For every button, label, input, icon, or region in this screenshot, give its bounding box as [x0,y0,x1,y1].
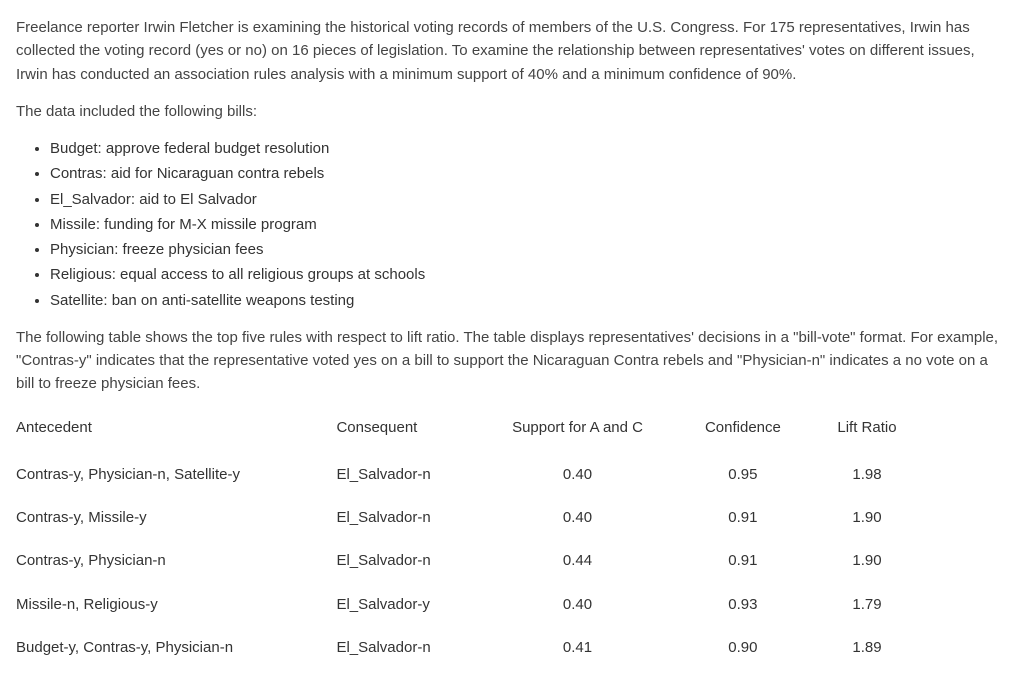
table-cell: 0.44 [481,539,688,582]
table-cell: 0.40 [481,496,688,539]
table-cell: 1.79 [812,583,936,626]
table-row: Contras-y, Physician-nEl_Salvador-n0.440… [16,539,936,582]
table-cell: Budget-y, Contras-y, Physician-n [16,626,336,669]
table-cell: Contras-y, Missile-y [16,496,336,539]
column-header: Consequent [336,410,481,453]
table-cell: 0.91 [688,539,812,582]
column-header: Antecedent [16,410,336,453]
table-cell: 0.40 [481,583,688,626]
table-cell: 0.40 [481,453,688,496]
column-header: Lift Ratio [812,410,936,453]
table-cell: 1.90 [812,496,936,539]
list-item: Physician: freeze physician fees [50,238,1008,261]
list-item: Missile: funding for M-X missile program [50,213,1008,236]
list-item: Satellite: ban on anti-satellite weapons… [50,289,1008,312]
table-cell: 1.98 [812,453,936,496]
table-cell: 0.90 [688,626,812,669]
list-item: Contras: aid for Nicaraguan contra rebel… [50,162,1008,185]
table-cell: El_Salvador-n [336,453,481,496]
rules-table: AntecedentConsequentSupport for A and CC… [16,410,936,670]
rules-header-row: AntecedentConsequentSupport for A and CC… [16,410,936,453]
table-cell: El_Salvador-n [336,626,481,669]
column-header: Confidence [688,410,812,453]
table-cell: 0.41 [481,626,688,669]
table-cell: 1.90 [812,539,936,582]
column-header: Support for A and C [481,410,688,453]
table-row: Budget-y, Contras-y, Physician-nEl_Salva… [16,626,936,669]
table-cell: 0.91 [688,496,812,539]
table-row: Contras-y, Missile-yEl_Salvador-n0.400.9… [16,496,936,539]
table-cell: El_Salvador-n [336,539,481,582]
table-cell: 0.95 [688,453,812,496]
table-cell: Contras-y, Physician-n [16,539,336,582]
list-item: Religious: equal access to all religious… [50,263,1008,286]
table-row: Missile-n, Religious-yEl_Salvador-y0.400… [16,583,936,626]
table-cell: Missile-n, Religious-y [16,583,336,626]
table-cell: Contras-y, Physician-n, Satellite-y [16,453,336,496]
table-cell: 1.89 [812,626,936,669]
bills-lead: The data included the following bills: [16,100,1008,123]
table-cell: El_Salvador-n [336,496,481,539]
table-cell: 0.93 [688,583,812,626]
bills-list: Budget: approve federal budget resolutio… [16,137,1008,312]
table-cell: El_Salvador-y [336,583,481,626]
rules-table-body: Contras-y, Physician-n, Satellite-yEl_Sa… [16,453,936,669]
list-item: El_Salvador: aid to El Salvador [50,188,1008,211]
table-row: Contras-y, Physician-n, Satellite-yEl_Sa… [16,453,936,496]
table-lead: The following table shows the top five r… [16,326,1008,396]
list-item: Budget: approve federal budget resolutio… [50,137,1008,160]
rules-table-head: AntecedentConsequentSupport for A and CC… [16,410,936,453]
intro-paragraph: Freelance reporter Irwin Fletcher is exa… [16,16,1008,86]
